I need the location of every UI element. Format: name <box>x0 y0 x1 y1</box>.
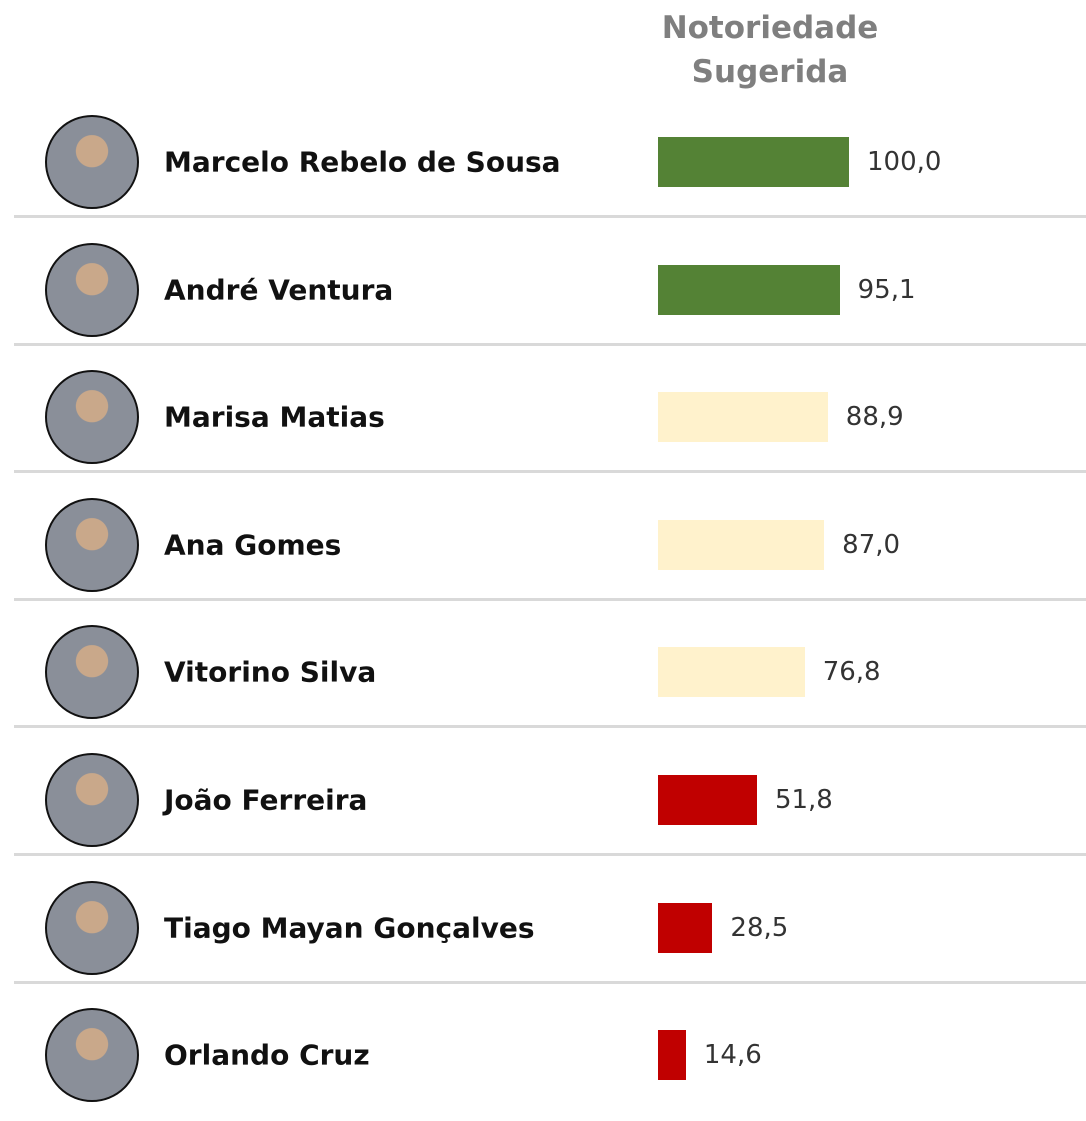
separator <box>14 725 1086 728</box>
bar <box>658 1030 686 1080</box>
separator <box>14 598 1086 601</box>
value-label: 76,8 <box>823 657 881 687</box>
value-label: 51,8 <box>775 785 833 815</box>
value-label: 100,0 <box>867 147 941 177</box>
bar <box>658 265 840 315</box>
category-label: Tiago Mayan Gonçalves <box>164 911 535 944</box>
bar <box>658 520 824 570</box>
chart: Notoriedade Sugerida Marcelo Rebelo de S… <box>0 0 1086 1121</box>
category-label: André Ventura <box>164 273 393 306</box>
photo <box>45 115 139 209</box>
bar <box>658 647 805 697</box>
category-label: Marcelo Rebelo de Sousa <box>164 146 561 179</box>
separator <box>14 981 1086 984</box>
category-label: Orlando Cruz <box>164 1039 370 1072</box>
value-label: 87,0 <box>842 530 900 560</box>
photo <box>45 753 139 847</box>
value-label: 95,1 <box>858 275 916 305</box>
photo <box>45 370 139 464</box>
value-label: 14,6 <box>704 1040 762 1070</box>
category-label: Vitorino Silva <box>164 656 376 689</box>
bar <box>658 392 828 442</box>
photo <box>45 1008 139 1102</box>
category-label: Ana Gomes <box>164 528 341 561</box>
photo <box>45 625 139 719</box>
bar <box>658 775 757 825</box>
separator <box>14 343 1086 346</box>
chart-title: Notoriedade Sugerida <box>600 6 940 94</box>
photo <box>45 498 139 592</box>
category-label: João Ferreira <box>164 784 367 817</box>
separator <box>14 853 1086 856</box>
bar <box>658 137 849 187</box>
photo <box>45 243 139 337</box>
value-label: 88,9 <box>846 402 904 432</box>
category-label: Marisa Matias <box>164 401 385 434</box>
separator <box>14 215 1086 218</box>
separator <box>14 470 1086 473</box>
value-label: 28,5 <box>730 913 788 943</box>
bar <box>658 903 712 953</box>
photo <box>45 881 139 975</box>
